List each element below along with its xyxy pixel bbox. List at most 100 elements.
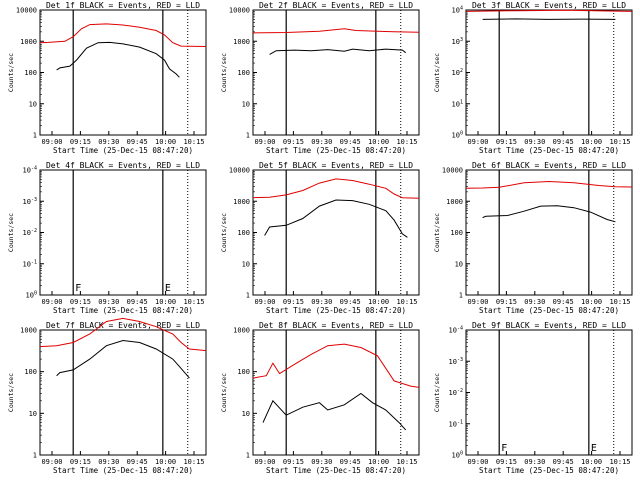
x-tick-label: 10:15 <box>396 298 417 306</box>
x-tick-label: 10:00 <box>368 458 389 466</box>
panel-4: Det 4f BLACK = Events, RED = LLD 100 10-1 1… <box>7 161 207 315</box>
panel-3: Det 3f BLACK = Events, RED = LLD 100 101 10… <box>433 1 633 155</box>
x-tick-label: 09:00 <box>41 138 62 146</box>
panel-9: Det 9f BLACK = Events, RED = LLD 100 10-1 1… <box>433 321 633 475</box>
x-axis-label: Start Time (25-Dec-15 08:47:20) <box>53 146 193 155</box>
x-tick-label: 10:15 <box>396 138 417 146</box>
y-tick-label: 10-3 <box>23 197 37 206</box>
x-tick-label: 09:15 <box>70 458 91 466</box>
panel-title: Det 3f BLACK = Events, RED = LLD <box>472 1 626 10</box>
x-tick-label: 09:15 <box>70 138 91 146</box>
y-tick-label: 10 <box>29 410 37 418</box>
x-tick-label: 09:30 <box>311 458 332 466</box>
x-tick-label: 09:15 <box>283 138 304 146</box>
x-tick-label: 09:45 <box>340 298 361 306</box>
y-tick-label: 10000 <box>229 7 250 15</box>
x-axis-label: Start Time (25-Dec-15 08:47:20) <box>479 466 619 475</box>
series-line-lld <box>252 178 420 199</box>
y-tick-label: 1 <box>33 132 37 140</box>
panel-title: Det 9f BLACK = Events, RED = LLD <box>472 321 626 330</box>
x-axis-label: Start Time (25-Dec-15 08:47:20) <box>266 146 406 155</box>
panel-title: Det 6f BLACK = Events, RED = LLD <box>472 161 626 170</box>
x-tick-label: 09:45 <box>553 458 574 466</box>
x-tick-label: 09:45 <box>127 458 148 466</box>
x-tick-label: 10:15 <box>183 138 204 146</box>
y-tick-label: 10 <box>455 260 463 268</box>
event-mark-f: F <box>501 443 507 454</box>
y-tick-label: 100 <box>237 69 250 77</box>
x-tick-label: 09:00 <box>254 458 275 466</box>
y-tick-label: 100 <box>450 229 463 237</box>
x-axis-label: Start Time (25-Dec-15 08:47:20) <box>479 146 619 155</box>
plot-frame <box>252 9 420 136</box>
x-tick-label: 10:15 <box>609 458 630 466</box>
plot-frame <box>465 169 633 296</box>
series-line-lld <box>39 23 207 47</box>
x-tick-label: 09:00 <box>254 138 275 146</box>
series-line-lld <box>39 317 207 352</box>
x-tick-label: 10:15 <box>183 298 204 306</box>
y-tick-label: 10 <box>242 100 250 108</box>
x-tick-label: 09:15 <box>496 458 517 466</box>
x-tick-label: 10:15 <box>396 458 417 466</box>
panel-2: Det 2f BLACK = Events, RED = LLD 1 10 100 10… <box>220 1 420 155</box>
x-axis-label: Start Time (25-Dec-15 08:47:20) <box>266 306 406 315</box>
event-mark-f: F <box>75 283 81 294</box>
plot-frame <box>252 329 420 456</box>
x-tick-label: 09:00 <box>41 458 62 466</box>
x-tick-label: 10:15 <box>609 138 630 146</box>
y-tick-label: 10000 <box>229 167 250 175</box>
panel-title: Det 5f BLACK = Events, RED = LLD <box>259 161 413 170</box>
panel-6: Det 6f BLACK = Events, RED = LLD 1 10 100 10… <box>433 161 633 315</box>
y-tick-label: 1000 <box>20 38 37 46</box>
x-tick-label: 09:45 <box>340 138 361 146</box>
x-axis-label: Start Time (25-Dec-15 08:47:20) <box>53 306 193 315</box>
plot-frame <box>39 329 207 456</box>
series-line-lld <box>465 180 633 189</box>
y-tick-label: 101 <box>452 99 463 108</box>
x-tick-label: 09:30 <box>98 298 119 306</box>
x-tick-label: 09:15 <box>496 138 517 146</box>
y-axis-label: Counts/sec <box>433 53 441 92</box>
y-tick-label: 10 <box>242 410 250 418</box>
y-tick-label: 100 <box>452 451 463 460</box>
panel-8: Det 8f BLACK = Events, RED = LLD 1 10 100 10… <box>220 321 420 475</box>
y-tick-label: 104 <box>452 6 463 15</box>
x-tick-label: 09:15 <box>70 298 91 306</box>
y-tick-label: 10 <box>29 100 37 108</box>
x-tick-label: 09:30 <box>311 138 332 146</box>
y-tick-label: 103 <box>452 37 463 46</box>
y-tick-label: 100 <box>26 291 37 300</box>
x-tick-label: 09:30 <box>98 458 119 466</box>
panel-1: Det 1f BLACK = Events, RED = LLD 1 10 100 10… <box>7 1 207 155</box>
x-tick-label: 09:45 <box>553 138 574 146</box>
y-tick-label: 10-2 <box>23 228 37 237</box>
y-tick-label: 10000 <box>442 167 463 175</box>
x-tick-label: 09:00 <box>467 298 488 306</box>
y-axis-label: Counts/sec <box>7 53 15 92</box>
y-tick-label: 1 <box>246 452 250 460</box>
x-tick-label: 09:15 <box>496 298 517 306</box>
x-tick-label: 09:00 <box>467 458 488 466</box>
x-tick-label: 09:00 <box>467 138 488 146</box>
y-tick-label: 1 <box>459 292 463 300</box>
x-tick-label: 10:00 <box>368 298 389 306</box>
x-tick-label: 10:00 <box>581 298 602 306</box>
x-tick-label: 09:00 <box>41 298 62 306</box>
x-tick-label: 09:30 <box>524 458 545 466</box>
plot-frame <box>465 329 633 456</box>
y-axis-label: Counts/sec <box>7 213 15 252</box>
y-tick-label: 100 <box>237 229 250 237</box>
x-tick-label: 09:30 <box>98 138 119 146</box>
plot-frame <box>465 9 633 136</box>
y-tick-label: 10000 <box>16 7 37 15</box>
x-tick-label: 10:00 <box>155 458 176 466</box>
series-line-events <box>56 339 190 379</box>
series-line-events <box>56 41 180 78</box>
event-mark-e: E <box>165 283 171 294</box>
y-tick-label: 10-3 <box>449 357 463 366</box>
y-tick-label: 100 <box>237 368 250 376</box>
event-mark-e: E <box>591 443 597 454</box>
plot-frame <box>39 9 207 136</box>
